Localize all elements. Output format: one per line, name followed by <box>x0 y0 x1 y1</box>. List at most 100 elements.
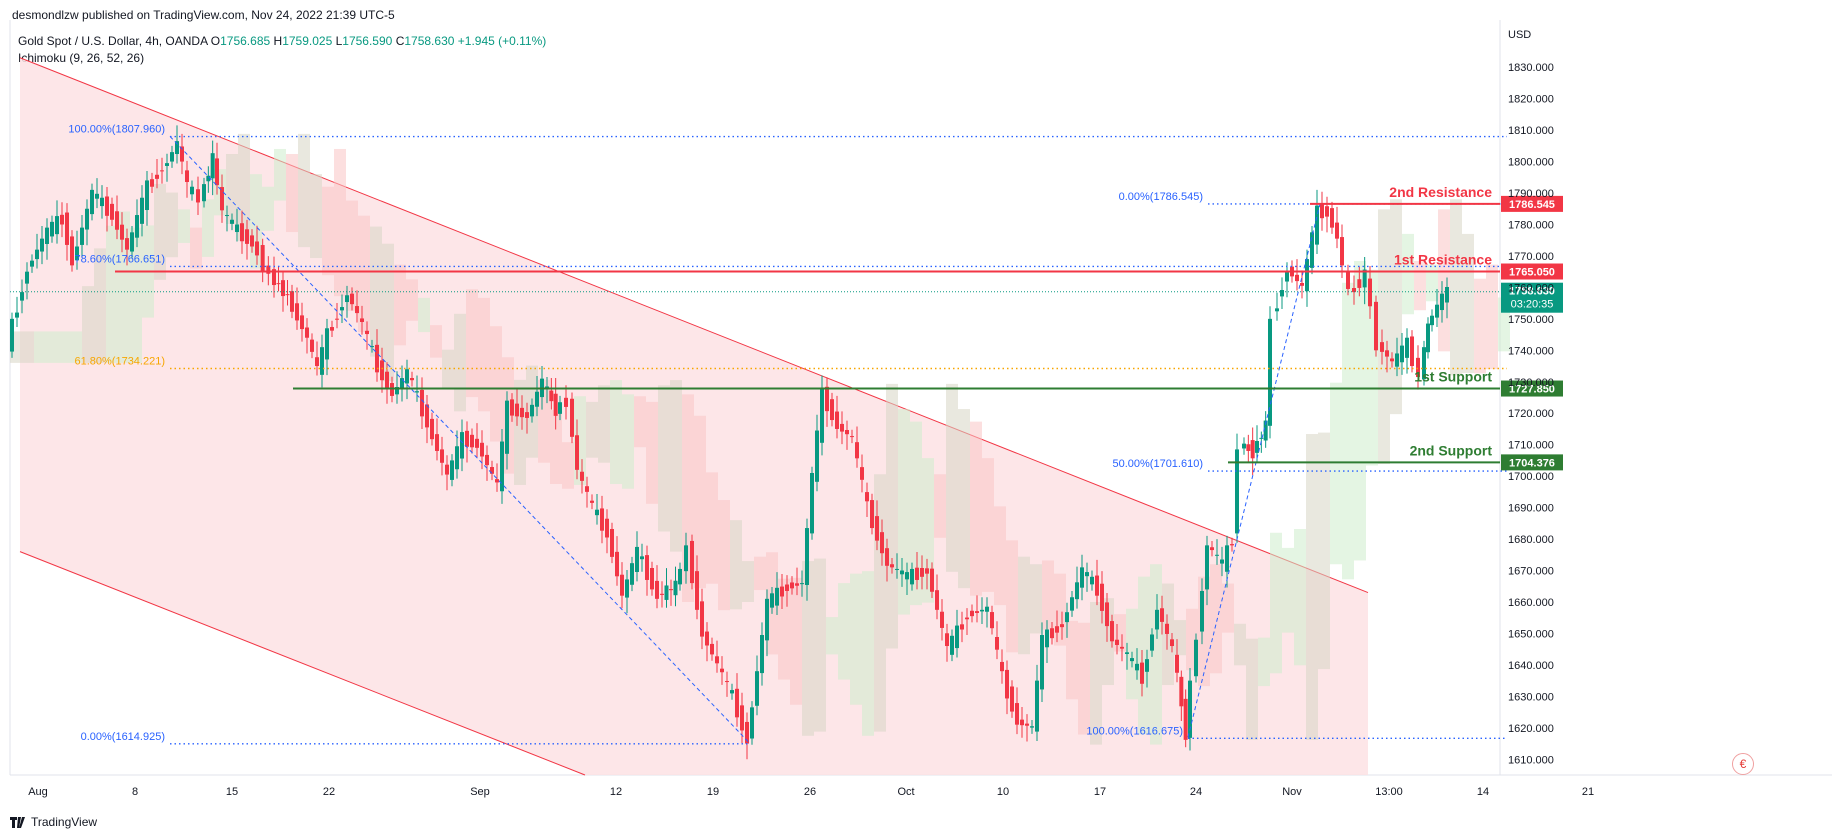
candle-body <box>370 346 374 348</box>
symbol-name[interactable]: Gold Spot / U.S. Dollar, 4h, OANDA <box>18 34 208 48</box>
candle-body <box>70 236 74 266</box>
candle-body <box>1105 602 1109 627</box>
high-value: 1759.025 <box>282 34 333 48</box>
candle-body <box>820 388 824 443</box>
svg-text:1727.850: 1727.850 <box>1509 384 1555 396</box>
candle-body <box>910 568 914 585</box>
ichimoku-cloud-segment <box>1150 564 1162 745</box>
candle-body <box>985 606 989 612</box>
candle-body <box>595 509 599 516</box>
candle-body <box>1015 703 1019 725</box>
candle-body <box>980 609 984 612</box>
ichimoku-cloud-segment <box>790 577 802 705</box>
candle-body <box>1065 612 1069 623</box>
candle-body <box>30 260 34 267</box>
ichimoku-cloud-segment <box>70 331 82 363</box>
candle-body <box>865 492 869 502</box>
candle-body <box>1090 576 1094 585</box>
candle-body <box>1100 583 1104 611</box>
candle-body <box>515 403 519 417</box>
candle-body <box>245 229 249 244</box>
candle-body <box>995 637 999 650</box>
indicator-label[interactable]: Ichimoku (9, 26, 52, 26) <box>18 51 145 65</box>
ichimoku-cloud-segment <box>1306 434 1318 740</box>
price-tick-label: 1610.000 <box>1508 754 1554 766</box>
candle-body <box>1080 567 1084 588</box>
ichimoku-cloud-segment <box>514 379 526 485</box>
time-tick-label: 22 <box>323 786 335 798</box>
candle-body <box>650 568 654 590</box>
candle-body <box>400 378 404 389</box>
candle-body <box>875 516 879 541</box>
candle-body <box>700 601 704 637</box>
candle-body <box>530 404 534 417</box>
price-tick-label: 1790.000 <box>1508 188 1554 200</box>
price-tick-label: 1820.000 <box>1508 94 1554 106</box>
price-tick-label: 1630.000 <box>1508 691 1554 703</box>
ichimoku-cloud-segment <box>82 286 94 363</box>
candle-body <box>1374 301 1378 351</box>
ichimoku-cloud-segment <box>550 410 562 485</box>
candle-body <box>920 568 924 577</box>
ichimoku-cloud-segment <box>694 415 706 589</box>
candle-body <box>1040 635 1044 690</box>
low-label: L <box>335 34 343 48</box>
fib-level-label: 50.00%(1701.610) <box>1112 458 1203 470</box>
candle-body <box>1352 288 1356 293</box>
ichimoku-cloud-segment <box>658 385 670 532</box>
candle-body <box>345 295 349 303</box>
candle-body <box>305 327 309 338</box>
ichimoku-cloud-segment <box>742 561 754 602</box>
candle-body <box>815 430 819 482</box>
candle-body <box>1130 658 1134 662</box>
candle-body <box>940 611 944 628</box>
ichimoku-cloud-segment <box>286 154 298 233</box>
candle-body <box>1435 304 1439 318</box>
candle-body <box>510 399 514 416</box>
ichimoku-cloud-segment <box>1066 620 1078 700</box>
ichimoku-cloud-segment <box>166 192 178 258</box>
candle-body <box>630 563 634 585</box>
candle-body <box>535 391 539 407</box>
fib-level-label: 0.00%(1786.545) <box>1119 191 1203 203</box>
candle-body <box>350 293 354 305</box>
candle-body <box>1315 205 1319 245</box>
candle-body <box>930 568 934 592</box>
ichimoku-cloud-segment <box>910 421 922 606</box>
ichimoku-cloud-segment <box>358 215 370 333</box>
candle-body <box>1263 420 1268 441</box>
candle-body <box>520 407 524 418</box>
candle-body <box>1145 659 1149 672</box>
candle-body <box>125 238 129 250</box>
ichimoku-cloud-segment <box>418 297 430 333</box>
candle-body <box>1280 290 1284 297</box>
candle-body <box>355 306 359 314</box>
candle-body <box>1305 259 1309 292</box>
ichimoku-cloud-segment <box>106 225 118 363</box>
level-label-2nd-support: 2nd Support <box>1410 442 1493 458</box>
candle-body <box>1020 719 1024 726</box>
candle-body <box>549 390 554 402</box>
candle-body <box>1175 654 1179 673</box>
candle-body <box>900 570 904 575</box>
ichimoku-cloud-segment <box>46 331 58 363</box>
candle-body <box>1255 441 1259 453</box>
ichimoku-cloud-segment <box>130 227 142 363</box>
time-tick-label: Oct <box>897 786 914 798</box>
candle-body <box>1235 449 1239 534</box>
candle-body <box>385 371 389 389</box>
candle-body <box>1405 337 1409 358</box>
candle-body <box>360 318 364 322</box>
candle-body <box>970 610 974 617</box>
ichimoku-cloud-segment <box>22 331 34 363</box>
candle-body <box>415 391 419 393</box>
currency-flag-icon[interactable]: € <box>1732 753 1754 775</box>
candle-body <box>805 528 809 585</box>
candle-body <box>1200 590 1204 632</box>
candle-body <box>1335 222 1339 239</box>
price-tick-label: 1720.000 <box>1508 408 1554 420</box>
candle-body <box>945 633 949 647</box>
ichimoku-cloud-segment <box>154 183 166 280</box>
candle-body <box>1030 726 1034 728</box>
